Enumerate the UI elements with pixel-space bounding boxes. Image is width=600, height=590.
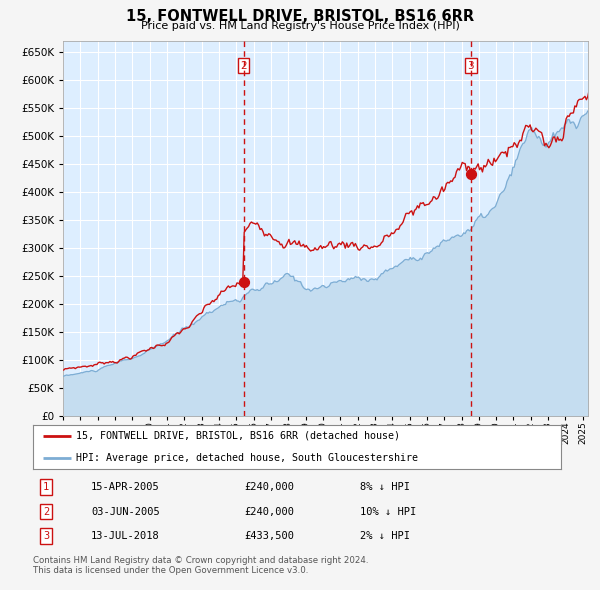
Text: Price paid vs. HM Land Registry's House Price Index (HPI): Price paid vs. HM Land Registry's House … bbox=[140, 21, 460, 31]
Point bbox=[239, 277, 248, 287]
Text: £240,000: £240,000 bbox=[244, 507, 294, 516]
Text: 15-APR-2005: 15-APR-2005 bbox=[91, 482, 160, 492]
Text: 15, FONTWELL DRIVE, BRISTOL, BS16 6RR (detached house): 15, FONTWELL DRIVE, BRISTOL, BS16 6RR (d… bbox=[76, 431, 400, 441]
Text: 2: 2 bbox=[240, 61, 247, 71]
Text: HPI: Average price, detached house, South Gloucestershire: HPI: Average price, detached house, Sout… bbox=[76, 453, 418, 463]
Text: 3: 3 bbox=[43, 531, 49, 541]
Text: 8% ↓ HPI: 8% ↓ HPI bbox=[361, 482, 410, 492]
Text: 15, FONTWELL DRIVE, BRISTOL, BS16 6RR: 15, FONTWELL DRIVE, BRISTOL, BS16 6RR bbox=[126, 9, 474, 24]
Text: £240,000: £240,000 bbox=[244, 482, 294, 492]
Point bbox=[466, 169, 475, 178]
Text: 2: 2 bbox=[43, 507, 49, 516]
Text: 03-JUN-2005: 03-JUN-2005 bbox=[91, 507, 160, 516]
Text: Contains HM Land Registry data © Crown copyright and database right 2024.
This d: Contains HM Land Registry data © Crown c… bbox=[33, 556, 368, 575]
Text: 10% ↓ HPI: 10% ↓ HPI bbox=[361, 507, 416, 516]
Text: 1: 1 bbox=[43, 482, 49, 492]
Text: £433,500: £433,500 bbox=[244, 531, 294, 541]
Text: 2% ↓ HPI: 2% ↓ HPI bbox=[361, 531, 410, 541]
Text: 13-JUL-2018: 13-JUL-2018 bbox=[91, 531, 160, 541]
Text: 3: 3 bbox=[467, 61, 474, 71]
